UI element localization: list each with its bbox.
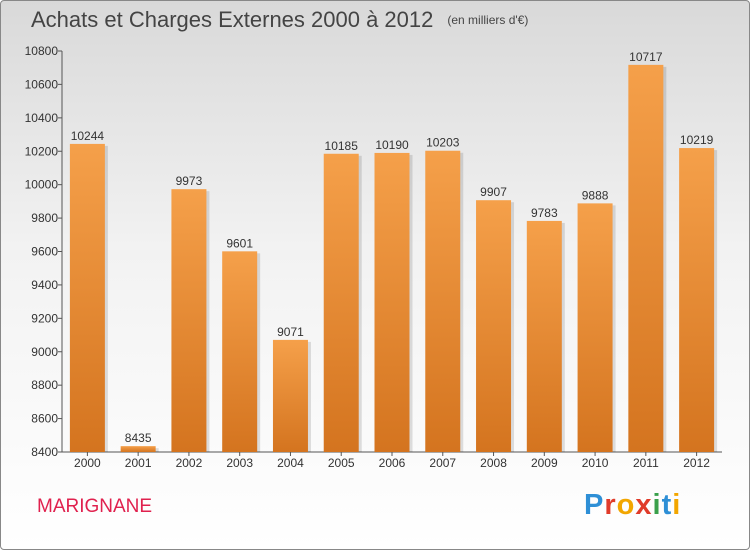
y-tick-label: 9200 bbox=[31, 311, 58, 325]
bar bbox=[425, 150, 461, 452]
data-label: 9071 bbox=[277, 325, 304, 339]
data-label: 10219 bbox=[680, 133, 714, 147]
x-tick-label: 2009 bbox=[531, 456, 558, 470]
bar bbox=[679, 148, 715, 452]
bar bbox=[272, 339, 308, 452]
data-label: 9783 bbox=[531, 206, 558, 220]
x-tick-label: 2000 bbox=[74, 456, 101, 470]
bar bbox=[69, 143, 105, 453]
bars bbox=[69, 64, 718, 453]
y-tick-label: 8400 bbox=[31, 445, 58, 459]
y-tick-label: 9400 bbox=[31, 278, 58, 292]
logo-letter: P bbox=[584, 489, 605, 521]
y-tick-label: 10200 bbox=[25, 144, 59, 158]
x-tick-label: 2008 bbox=[480, 456, 507, 470]
title-text: Achats et Charges Externes 2000 à 2012 bbox=[31, 7, 434, 32]
data-label: 10717 bbox=[629, 50, 663, 64]
bar bbox=[628, 64, 664, 452]
y-tick-label: 10400 bbox=[25, 111, 59, 125]
data-label: 10185 bbox=[325, 139, 359, 153]
x-tick-label: 2011 bbox=[633, 456, 659, 470]
x-tick-label: 2001 bbox=[125, 456, 152, 470]
chart-title: Achats et Charges Externes 2000 à 2012 (e… bbox=[31, 7, 528, 33]
bar bbox=[476, 200, 512, 452]
y-tick-label: 10800 bbox=[25, 44, 59, 58]
x-tick-label: 2002 bbox=[176, 456, 203, 470]
bar bbox=[222, 251, 258, 452]
bar bbox=[120, 446, 156, 452]
y-tick-label: 9600 bbox=[31, 245, 58, 259]
bar bbox=[171, 189, 207, 452]
data-label: 9907 bbox=[480, 185, 507, 199]
proxiti-logo: Proxiti bbox=[584, 489, 681, 522]
x-tick-label: 2003 bbox=[226, 456, 253, 470]
y-tick-label: 8600 bbox=[31, 412, 58, 426]
data-labels: 10244 8435 9973 9601 9071 10185 10190 10203 9907… bbox=[71, 50, 714, 445]
unit-note: (en milliers d'€) bbox=[447, 13, 529, 27]
bar bbox=[577, 203, 613, 452]
logo-letter: i bbox=[652, 489, 662, 521]
x-tick-label: 2006 bbox=[379, 456, 406, 470]
y-tick-label: 8800 bbox=[31, 378, 58, 392]
logo-letter: o bbox=[616, 489, 636, 521]
bar bbox=[323, 153, 359, 452]
x-tick-label: 2005 bbox=[328, 456, 355, 470]
y-tick-label: 10000 bbox=[25, 178, 59, 192]
data-label: 8435 bbox=[125, 431, 152, 445]
data-label: 10244 bbox=[71, 129, 105, 143]
x-tick-label: 2012 bbox=[683, 456, 710, 470]
x-tick-label: 2007 bbox=[429, 456, 456, 470]
bar bbox=[526, 220, 562, 452]
y-tick-label: 9000 bbox=[31, 345, 58, 359]
data-label: 9601 bbox=[226, 236, 253, 250]
data-label: 9888 bbox=[582, 188, 609, 202]
x-tick-label: 2004 bbox=[277, 456, 304, 470]
bar bbox=[374, 152, 410, 452]
y-tick-label: 10600 bbox=[25, 77, 59, 91]
logo-letter: t bbox=[661, 489, 673, 521]
data-label: 10190 bbox=[375, 138, 409, 152]
logo-letter: i bbox=[672, 489, 682, 521]
x-tick-label: 2010 bbox=[582, 456, 609, 470]
logo-letter: x bbox=[635, 489, 653, 521]
commune-name: MARIGNANE bbox=[37, 496, 153, 517]
y-tick-label: 9800 bbox=[31, 211, 58, 225]
data-label: 9973 bbox=[176, 174, 203, 188]
logo-letter: r bbox=[604, 489, 617, 521]
data-label: 10203 bbox=[426, 136, 460, 150]
axes: 8400 8600 8800 9000 9200 9400 9600 9800 10000 102… bbox=[25, 44, 722, 470]
